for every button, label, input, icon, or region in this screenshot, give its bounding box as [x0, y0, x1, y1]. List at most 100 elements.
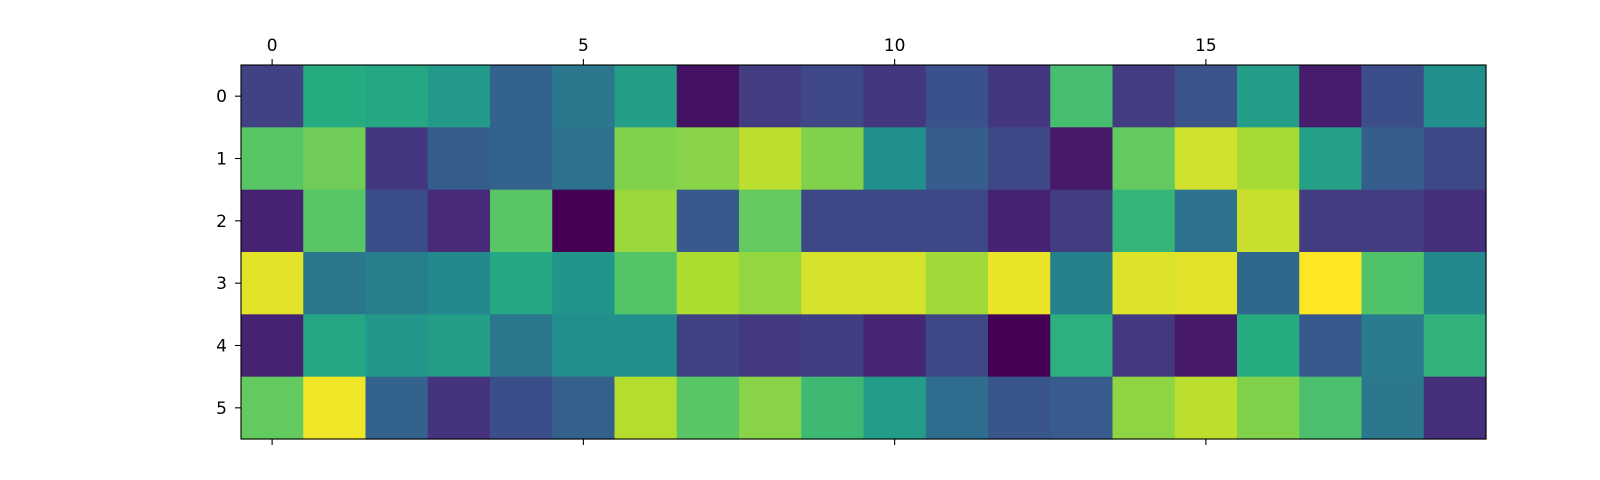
heatmap-cell-r4-c14: [1112, 314, 1176, 378]
heatmap-cell-r0-c14: [1112, 65, 1176, 128]
heatmap-cell-r2-c11: [925, 189, 989, 253]
heatmap-cell-r4-c18: [1361, 314, 1425, 378]
heatmap-cell-r5-c11: [925, 376, 989, 440]
heatmap-cell-r0-c15: [1174, 65, 1238, 128]
heatmap-cell-r1-c1: [303, 127, 367, 191]
heatmap-cell-r5-c16: [1237, 376, 1300, 440]
heatmap-cell-r3-c13: [1050, 252, 1114, 315]
heatmap-cell-r5-c10: [863, 376, 927, 440]
heatmap-cell-r5-c13: [1050, 376, 1114, 440]
heatmap-cell-r0-c3: [427, 65, 491, 128]
heatmap-cell-r1-c3: [427, 127, 491, 191]
heatmap-cell-r1-c13: [1050, 127, 1114, 191]
heatmap-cell-r4-c9: [801, 314, 865, 378]
heatmap-cell-r4-c12: [988, 314, 1051, 378]
heatmap-cell-r1-c15: [1174, 127, 1238, 191]
heatmap-cell-r0-c2: [365, 65, 429, 128]
heatmap-cell-r1-c7: [676, 127, 740, 191]
heatmap-cell-r5-c9: [801, 376, 865, 440]
heatmap-cell-r1-c17: [1299, 127, 1363, 191]
heatmap-cell-r5-c19: [1423, 376, 1487, 440]
heatmap-cell-r3-c17: [1299, 252, 1363, 315]
heatmap-cell-r5-c17: [1299, 376, 1363, 440]
heatmap-cell-r2-c2: [365, 189, 429, 253]
y-tick-label-1: 1: [216, 150, 227, 170]
heatmap-cell-r2-c0: [241, 189, 304, 253]
heatmap-cell-r3-c12: [988, 252, 1051, 315]
heatmap-cell-r3-c8: [739, 252, 802, 315]
y-tick-label-2: 2: [216, 212, 227, 232]
x-tick-label-10: 10: [884, 36, 906, 56]
heatmap-cell-r4-c17: [1299, 314, 1363, 378]
heatmap-cell-r0-c0: [241, 65, 304, 128]
heatmap-cell-r2-c10: [863, 189, 927, 253]
heatmap-cell-r3-c14: [1112, 252, 1176, 315]
heatmap-cell-r3-c6: [614, 252, 678, 315]
x-tick-label-15: 15: [1195, 36, 1217, 56]
heatmap-cell-r1-c12: [988, 127, 1051, 191]
plot-frame: [240, 64, 1487, 440]
y-axis-ticks: 0 1 2 3 4 5: [216, 87, 241, 419]
heatmap-cell-r0-c6: [614, 65, 678, 128]
heatmap-cell-r1-c14: [1112, 127, 1176, 191]
heatmap-cell-r2-c18: [1361, 189, 1425, 253]
heatmap-cell-r0-c16: [1237, 65, 1300, 128]
heatmap-cell-r2-c1: [303, 189, 367, 253]
heatmap-cell-r5-c0: [241, 376, 304, 440]
heatmap-cell-r5-c3: [427, 376, 491, 440]
heatmap-cell-r3-c9: [801, 252, 865, 315]
heatmap-cell-r2-c15: [1174, 189, 1238, 253]
heatmap-cell-r4-c5: [552, 314, 616, 378]
heatmap-cell-r3-c4: [490, 252, 553, 315]
heatmap-cell-r3-c16: [1237, 252, 1300, 315]
x-tick-label-0: 0: [267, 36, 278, 56]
heatmap-cell-r2-c13: [1050, 189, 1114, 253]
y-tick-label-4: 4: [216, 337, 227, 357]
heatmap-cell-r5-c2: [365, 376, 429, 440]
heatmap-cell-r0-c1: [303, 65, 367, 128]
heatmap-cell-r2-c4: [490, 189, 553, 253]
y-tick-label-5: 5: [216, 399, 227, 419]
heatmap-cell-r5-c14: [1112, 376, 1176, 440]
heatmap-cell-r3-c10: [863, 252, 927, 315]
heatmap-cell-r5-c7: [676, 376, 740, 440]
heatmap-cell-r3-c15: [1174, 252, 1238, 315]
x-tick-label-5: 5: [578, 36, 589, 56]
heatmap-cell-r2-c3: [427, 189, 491, 253]
heatmap-cell-r3-c5: [552, 252, 616, 315]
heatmap-cell-r4-c19: [1423, 314, 1487, 378]
heatmap-cell-r0-c10: [863, 65, 927, 128]
heatmap-cell-r5-c18: [1361, 376, 1425, 440]
heatmap-cell-r5-c15: [1174, 376, 1238, 440]
heatmap-cell-r4-c15: [1174, 314, 1238, 378]
heatmap-cell-r0-c9: [801, 65, 865, 128]
heatmap-cell-r3-c3: [427, 252, 491, 315]
heatmap-cell-r5-c4: [490, 376, 553, 440]
heatmap-cell-r5-c1: [303, 376, 367, 440]
heatmap-cell-r3-c19: [1423, 252, 1487, 315]
heatmap-cell-r2-c17: [1299, 189, 1363, 253]
heatmap-cell-r0-c19: [1423, 65, 1487, 128]
heatmap-cell-r2-c8: [739, 189, 802, 253]
heatmap-cell-r4-c13: [1050, 314, 1114, 378]
heatmap-cell-r5-c6: [614, 376, 678, 440]
heatmap-cell-r2-c16: [1237, 189, 1300, 253]
heatmap-cell-r0-c5: [552, 65, 616, 128]
heatmap-cell-r0-c4: [490, 65, 553, 128]
y-tick-label-3: 3: [216, 274, 227, 294]
heatmap-cell-r0-c12: [988, 65, 1051, 128]
heatmap-cell-r4-c16: [1237, 314, 1300, 378]
heatmap-cell-r1-c4: [490, 127, 553, 191]
heatmap-cell-r2-c14: [1112, 189, 1176, 253]
heatmap-cell-r2-c9: [801, 189, 865, 253]
heatmap-cell-r4-c10: [863, 314, 927, 378]
heatmap-cell-r0-c17: [1299, 65, 1363, 128]
heatmap-cell-r1-c18: [1361, 127, 1425, 191]
heatmap-cell-r1-c16: [1237, 127, 1300, 191]
heatmap-cell-r0-c7: [676, 65, 740, 128]
heatmap-cell-r3-c18: [1361, 252, 1425, 315]
heatmap-cell-r3-c2: [365, 252, 429, 315]
heatmap-cell-r0-c8: [739, 65, 802, 128]
heatmap-cells: [241, 65, 1487, 440]
